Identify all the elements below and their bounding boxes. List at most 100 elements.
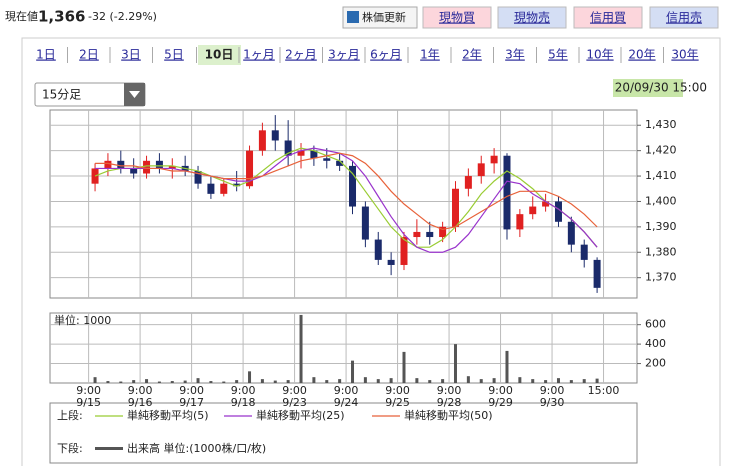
x-tick-date: 9/25 bbox=[385, 396, 410, 409]
candle-body bbox=[220, 183, 228, 194]
x-tick-label: 9:00 bbox=[437, 384, 462, 397]
legend-entry: 単純移動平均(5) bbox=[127, 408, 209, 422]
candle-body bbox=[310, 150, 318, 159]
volume-bar bbox=[222, 381, 226, 383]
price-label: 現在値 bbox=[5, 10, 38, 23]
moving-average-line bbox=[95, 147, 598, 253]
volume-bar bbox=[544, 380, 548, 383]
tab[interactable]: 30年 bbox=[671, 48, 698, 62]
candle-body bbox=[580, 244, 588, 260]
volume-bar bbox=[183, 380, 187, 383]
volume-bar bbox=[145, 379, 149, 383]
price-plot bbox=[49, 109, 638, 299]
tab[interactable]: 20年 bbox=[628, 48, 655, 62]
volume-bar bbox=[106, 381, 110, 383]
y-tick-label: 600 bbox=[645, 318, 666, 331]
trade-button-label[interactable]: 現物買 bbox=[439, 11, 475, 25]
volume-bar bbox=[286, 380, 290, 383]
volume-bar bbox=[325, 380, 329, 383]
trade-button-label[interactable]: 信用売 bbox=[666, 10, 702, 25]
volume-bar bbox=[273, 380, 277, 383]
tab[interactable]: 2年 bbox=[462, 48, 482, 62]
tab[interactable]: 1年 bbox=[420, 48, 440, 62]
volume-bar bbox=[132, 380, 136, 383]
volume-bar bbox=[93, 377, 97, 383]
candle-body bbox=[387, 259, 395, 265]
x-tick-label: 9:00 bbox=[128, 384, 153, 397]
x-tick-label: 9:00 bbox=[76, 384, 101, 397]
candle-body bbox=[542, 201, 550, 207]
trade-button[interactable] bbox=[573, 6, 643, 29]
price: 1,366 bbox=[38, 8, 85, 26]
volume-bar bbox=[312, 377, 316, 383]
tab[interactable]: 1ヶ月 bbox=[243, 48, 275, 62]
trade-button[interactable] bbox=[497, 6, 567, 29]
tab[interactable]: 10年 bbox=[586, 48, 613, 62]
candle-body bbox=[593, 259, 601, 288]
refresh-label[interactable]: 株価更新 bbox=[362, 10, 406, 24]
tab[interactable]: 3ヶ月 bbox=[328, 48, 360, 62]
candle-body bbox=[554, 201, 562, 222]
y-tick-label: 1,370 bbox=[645, 271, 677, 284]
volume-bar bbox=[479, 379, 483, 383]
x-tick-label: 9:00 bbox=[385, 384, 410, 397]
volume-bar bbox=[119, 381, 123, 383]
candle-body bbox=[439, 226, 447, 238]
volume-bar bbox=[556, 378, 560, 383]
volume-bar bbox=[209, 381, 213, 383]
legend-label: 上段: bbox=[57, 408, 83, 422]
candle-body bbox=[400, 237, 408, 265]
volume-bar bbox=[376, 379, 380, 383]
candle-body bbox=[104, 160, 112, 169]
refresh-icon bbox=[347, 11, 359, 23]
legend-box bbox=[49, 402, 638, 464]
tab[interactable]: 5年 bbox=[548, 48, 568, 62]
x-tick-date: 9/16 bbox=[128, 396, 153, 409]
candle-body bbox=[361, 206, 369, 240]
candle-body bbox=[258, 130, 266, 151]
volume-plot bbox=[49, 312, 638, 384]
tab[interactable]: 3日 bbox=[121, 48, 141, 62]
trade-button-label[interactable]: 信用買 bbox=[590, 11, 626, 25]
y-tick-label: 1,390 bbox=[645, 220, 677, 233]
tab[interactable]: 6ヶ月 bbox=[370, 48, 402, 62]
trade-button-label[interactable]: 現物売 bbox=[514, 10, 550, 25]
x-tick-date: 9/23 bbox=[282, 396, 307, 409]
volume-bar bbox=[389, 378, 393, 383]
y-tick-label: 1,410 bbox=[645, 169, 677, 182]
volume-bar bbox=[196, 378, 200, 383]
volume-bar bbox=[299, 314, 303, 383]
y-tick-label: 1,430 bbox=[645, 118, 677, 131]
trade-button[interactable] bbox=[649, 6, 719, 29]
x-tick-date: 9/28 bbox=[437, 396, 462, 409]
tab[interactable]: 2ヶ月 bbox=[285, 48, 317, 62]
candle-body bbox=[477, 163, 485, 177]
candle-body bbox=[349, 165, 357, 207]
candle-body bbox=[336, 160, 344, 166]
tab[interactable]: 3年 bbox=[505, 48, 525, 62]
legend-swatch bbox=[95, 447, 123, 450]
candle-body bbox=[271, 130, 279, 141]
candle-body bbox=[246, 150, 254, 187]
candle-body bbox=[490, 155, 498, 164]
candle-body bbox=[516, 214, 524, 230]
volume-bar bbox=[248, 371, 252, 383]
refresh-button[interactable] bbox=[342, 6, 418, 29]
volume-bar bbox=[518, 377, 522, 383]
x-tick-label: 9:00 bbox=[231, 384, 256, 397]
tab[interactable]: 10日 bbox=[205, 48, 234, 62]
x-tick-label: 9:00 bbox=[179, 384, 204, 397]
candle-body bbox=[155, 160, 163, 169]
candle-body bbox=[194, 170, 202, 184]
trade-button[interactable] bbox=[422, 6, 492, 29]
candle-body bbox=[464, 176, 472, 189]
tab[interactable]: 5日 bbox=[164, 48, 184, 62]
candle-body bbox=[374, 239, 382, 260]
volume-bar bbox=[170, 381, 174, 383]
volume-bar bbox=[157, 381, 161, 383]
tab[interactable]: 1日 bbox=[36, 48, 56, 62]
x-tick-date: 9/30 bbox=[540, 396, 565, 409]
tab[interactable]: 2日 bbox=[79, 48, 99, 62]
volume-bar bbox=[363, 377, 367, 383]
volume-bar bbox=[466, 376, 470, 383]
